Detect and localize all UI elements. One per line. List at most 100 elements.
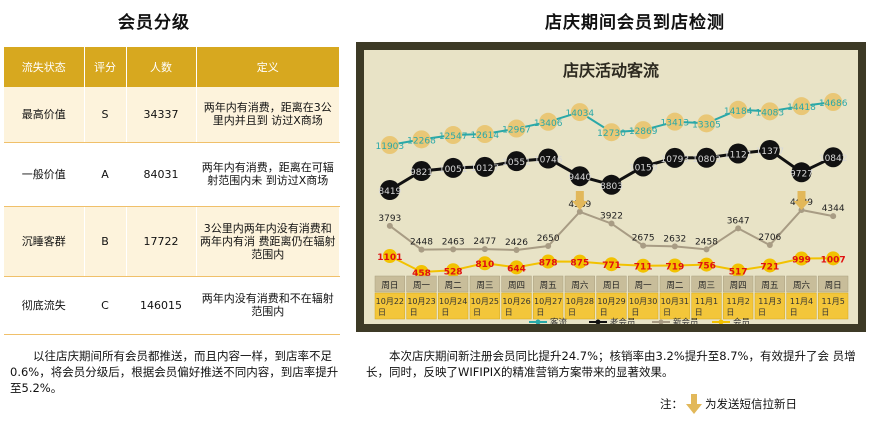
member-data-label: 9727 [790, 169, 813, 179]
weekday-tick-label: 周一 [635, 281, 653, 291]
coupon-point [446, 263, 461, 278]
traffic-data-label: 12268 [407, 136, 436, 146]
date-tick-label: 10月27 [534, 297, 562, 306]
member-data-label: 9821 [410, 168, 433, 178]
member-point [411, 161, 432, 182]
member-point [538, 148, 559, 169]
member-data-label: 10793 [661, 155, 690, 165]
member-point [633, 156, 654, 177]
footnote-label: 注： [660, 397, 683, 411]
date-tick-label-suffix: 日 [568, 308, 576, 317]
new-member-data-label: 4344 [822, 204, 845, 214]
weekday-tick-label: 周五 [761, 281, 779, 291]
cell-definition: 两年内没有消费和不在辐射范围内 [196, 276, 340, 335]
traffic-point [792, 97, 811, 116]
member-data-label: 10842 [819, 154, 848, 164]
traffic-point [665, 112, 684, 131]
down-arrow-icon [686, 394, 702, 414]
new-member-point [735, 225, 742, 232]
weekday-tick-label: 周二 [445, 281, 463, 291]
member-point [474, 156, 495, 177]
date-tick-label-suffix: 日 [758, 308, 766, 317]
coupon-data-label: 771 [602, 261, 621, 271]
date-tick-label-suffix: 日 [663, 308, 671, 317]
down-arrow-icon [571, 191, 588, 210]
traffic-point [380, 136, 399, 154]
date-cell [723, 292, 754, 320]
coupon-point [382, 249, 397, 263]
member-point [664, 147, 685, 168]
traffic-point [539, 112, 558, 131]
date-cell [659, 292, 690, 320]
traffic-point [824, 93, 843, 111]
traffic-point [760, 102, 779, 121]
new-member-data-label: 2706 [758, 233, 781, 243]
cell-definition: 两年内有消费，距离在3公里内并且到 访过X商场 [196, 87, 340, 143]
new-member-data-label: 3922 [600, 212, 623, 222]
date-cell [406, 292, 437, 320]
legend-marker [658, 319, 664, 325]
weekday-cell [564, 275, 595, 293]
weekday-tick-label: 周六 [793, 280, 811, 291]
member-data-label: 11377 [756, 147, 785, 157]
weekday-tick-label: 周一 [413, 281, 431, 291]
traffic-data-label: 12869 [629, 127, 658, 137]
date-cell [438, 292, 469, 320]
member-point [506, 151, 527, 172]
weekday-cell [659, 275, 690, 293]
footnote: 注： 为发送短信拉新日 [660, 394, 797, 414]
member-data-label: 8419 [378, 187, 401, 197]
weekday-cell [818, 275, 849, 293]
chart-frame: 店庆活动客流 11903 12268 12547 12614 12967 13406 1403… [356, 42, 866, 332]
traffic-data-label: 14034 [566, 109, 595, 119]
new-member-data-label: 2477 [473, 237, 496, 247]
traffic-data-label: 14686 [819, 99, 848, 109]
traffic-data-label: 14083 [756, 108, 785, 118]
new-member-data-label: 3647 [727, 216, 750, 226]
date-tick-label-suffix: 日 [695, 308, 703, 317]
new-member-data-label: 2458 [695, 237, 718, 247]
date-cell [374, 292, 405, 320]
table-row: 最高价值 S 34337 两年内有消费，距离在3公里内并且到 访过X商场 [4, 87, 340, 143]
weekday-cell [406, 275, 437, 293]
weekday-tick-label: 周三 [476, 281, 493, 291]
member-point [379, 180, 400, 200]
date-cell [469, 292, 500, 320]
member-data-label: 10746 [534, 156, 563, 166]
legend-label: 客流 [550, 317, 568, 324]
new-member-point [545, 243, 552, 250]
date-tick-label-suffix: 日 [441, 308, 449, 317]
coupon-point [541, 254, 556, 269]
new-member-point [481, 246, 488, 253]
member-point [759, 140, 780, 160]
date-tick-label: 11月3 [758, 297, 781, 306]
weekday-tick-label: 周二 [666, 281, 684, 291]
header-count: 人数 [126, 47, 197, 87]
new-member-point [703, 246, 710, 253]
date-tick-label: 10月22 [376, 297, 404, 306]
coupon-data-label: 878 [539, 259, 558, 269]
new-member-point [830, 213, 837, 220]
date-cell [628, 292, 659, 320]
date-tick-label-suffix: 日 [600, 308, 608, 317]
date-tick-label: 11月1 [695, 297, 718, 306]
date-tick-label-suffix: 日 [473, 308, 481, 317]
cell-grade: S [84, 87, 127, 143]
weekday-tick-label: 周五 [540, 281, 558, 291]
new-member-data-label: 2463 [442, 237, 465, 247]
coupon-point [414, 265, 429, 279]
coupon-data-label: 517 [729, 268, 748, 278]
weekday-cell [723, 275, 754, 293]
traffic-point [412, 130, 431, 149]
coupon-data-label: 721 [760, 262, 779, 272]
date-tick-label: 10月28 [566, 297, 594, 306]
weekday-tick-label: 周三 [698, 281, 715, 291]
traffic-data-label: 13305 [692, 120, 721, 130]
cell-status: 最高价值 [4, 87, 85, 143]
table-header-row: 流失状态 评分 人数 定义 [4, 47, 340, 87]
coupon-point [572, 254, 587, 269]
cell-grade: C [84, 276, 127, 335]
legend-label: 会员 [733, 317, 750, 324]
traffic-data-label: 11903 [376, 142, 405, 152]
